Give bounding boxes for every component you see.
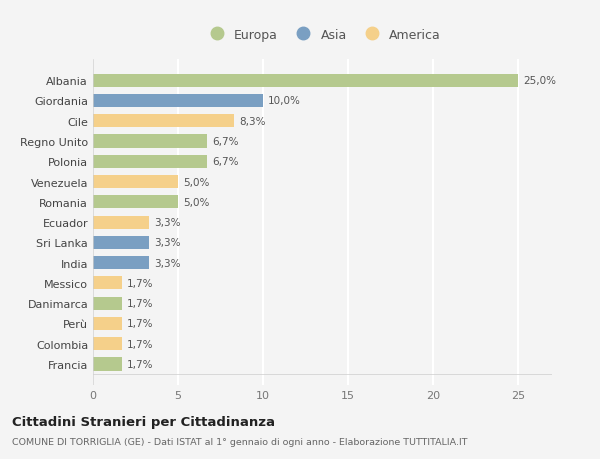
Text: 1,7%: 1,7% — [127, 339, 154, 349]
Text: 1,7%: 1,7% — [127, 359, 154, 369]
Text: 1,7%: 1,7% — [127, 278, 154, 288]
Bar — [93, 257, 149, 269]
Bar — [93, 358, 122, 371]
Text: 6,7%: 6,7% — [212, 157, 239, 167]
Text: 5,0%: 5,0% — [183, 177, 209, 187]
Text: 3,3%: 3,3% — [154, 238, 181, 248]
Bar — [93, 297, 122, 310]
Text: 8,3%: 8,3% — [239, 117, 266, 127]
Text: 1,7%: 1,7% — [127, 298, 154, 308]
Bar — [93, 74, 518, 88]
Bar — [93, 115, 234, 128]
Text: 25,0%: 25,0% — [523, 76, 556, 86]
Bar — [93, 156, 207, 168]
Text: Cittadini Stranieri per Cittadinanza: Cittadini Stranieri per Cittadinanza — [12, 415, 275, 428]
Bar — [93, 236, 149, 249]
Text: 10,0%: 10,0% — [268, 96, 301, 106]
Text: COMUNE DI TORRIGLIA (GE) - Dati ISTAT al 1° gennaio di ogni anno - Elaborazione : COMUNE DI TORRIGLIA (GE) - Dati ISTAT al… — [12, 437, 467, 446]
Text: 3,3%: 3,3% — [154, 258, 181, 268]
Bar — [93, 216, 149, 229]
Legend: Europa, Asia, America: Europa, Asia, America — [199, 23, 446, 46]
Bar — [93, 317, 122, 330]
Bar — [93, 135, 207, 148]
Bar — [93, 196, 178, 209]
Text: 3,3%: 3,3% — [154, 218, 181, 228]
Bar — [93, 95, 263, 108]
Text: 5,0%: 5,0% — [183, 197, 209, 207]
Bar — [93, 277, 122, 290]
Text: 1,7%: 1,7% — [127, 319, 154, 329]
Text: 6,7%: 6,7% — [212, 137, 239, 147]
Bar — [93, 176, 178, 189]
Bar — [93, 337, 122, 351]
